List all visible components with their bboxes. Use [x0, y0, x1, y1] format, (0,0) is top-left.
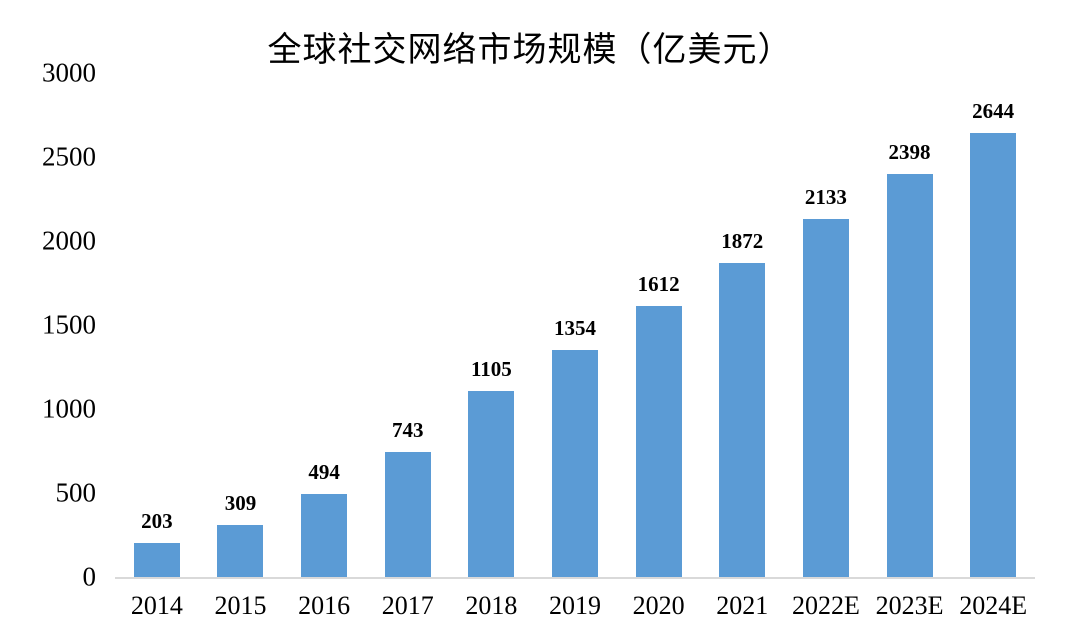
bar — [133, 542, 180, 577]
bar-value-label: 203 — [141, 508, 173, 533]
chart-title: 全球社交网络市场规模（亿美元） — [267, 32, 793, 69]
x-tick-label: 2018 — [465, 591, 518, 620]
bar-value-label: 2644 — [972, 98, 1015, 123]
x-tick-label: 2019 — [549, 591, 601, 620]
x-tick-label: 2014 — [130, 591, 183, 620]
bar-value-label: 494 — [308, 460, 340, 484]
bar — [970, 132, 1017, 577]
y-tick-label: 0 — [82, 561, 97, 592]
x-tick-label: 2023E — [875, 591, 944, 620]
bar-value-label: 2398 — [888, 140, 931, 165]
y-tick-label: 1500 — [42, 309, 96, 340]
y-tick-label: 500 — [55, 477, 97, 508]
x-tick-label: 2016 — [298, 591, 351, 620]
bar-value-label: 1354 — [554, 315, 596, 340]
bar — [886, 174, 933, 577]
bar — [384, 452, 431, 577]
x-axis-line — [115, 577, 1035, 579]
x-tick-label: 2020 — [632, 591, 685, 620]
bar — [719, 262, 766, 577]
x-tick-label: 2017 — [381, 591, 434, 620]
bar — [552, 349, 598, 577]
bar — [301, 494, 348, 577]
bar — [217, 525, 264, 577]
bar — [802, 218, 849, 577]
x-tick-label: 2021 — [716, 591, 769, 620]
x-tick-label: 2024E — [959, 591, 1028, 620]
x-tick-label: 2015 — [214, 591, 267, 620]
bar-value-label: 309 — [224, 491, 257, 516]
y-tick-label: 2000 — [42, 225, 96, 256]
bar-value-label: 1612 — [637, 272, 680, 297]
y-tick-label: 3000 — [42, 57, 96, 88]
y-tick-label: 2500 — [42, 141, 96, 172]
bar — [468, 391, 515, 577]
y-tick-label: 1000 — [42, 393, 96, 424]
bar-value-label: 2133 — [804, 184, 847, 209]
bar-value-label: 743 — [391, 418, 424, 443]
bar — [635, 306, 682, 577]
bar-value-label: 1872 — [721, 228, 764, 253]
x-tick-label: 2022E — [791, 591, 860, 620]
bar-value-label: 1105 — [470, 357, 512, 382]
